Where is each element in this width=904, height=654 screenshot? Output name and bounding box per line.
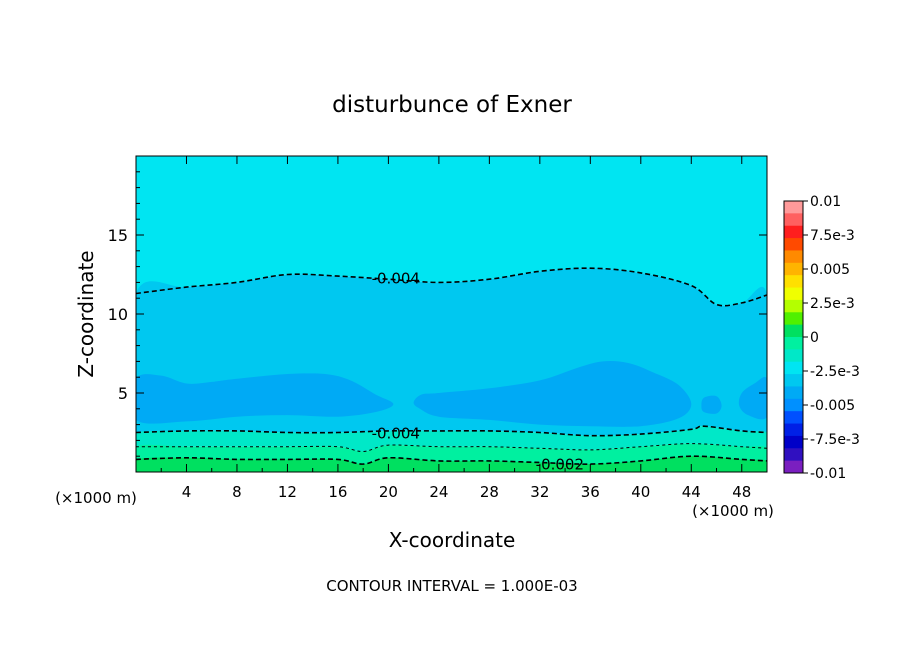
x-tick-label: 20 — [379, 483, 398, 501]
x-unit-left: (×1000 m) — [55, 489, 137, 507]
colorbar-frame — [783, 200, 804, 474]
x-tick-label: 36 — [581, 483, 600, 501]
x-axis-ticks: 4 8 12 16 20 24 28 32 36 40 44 48 — [160, 156, 751, 501]
x-tick-label: 32 — [530, 483, 549, 501]
colorbar-swatch — [784, 201, 803, 214]
contour-line-1 — [136, 425, 767, 437]
x-tick-label: 16 — [328, 483, 347, 501]
colorbar-swatch — [784, 312, 803, 326]
x-axis-label: X-coordinate — [389, 528, 516, 552]
colorbar-swatch — [784, 398, 803, 412]
colorbar-swatch — [784, 287, 803, 301]
y-tick-label: 5 — [118, 384, 128, 403]
contour-interval-text: CONTOUR INTERVAL = 1.000E-03 — [326, 577, 577, 595]
contour-fill-region-8 — [136, 456, 767, 472]
colorbar-swatch — [784, 411, 803, 425]
colorbar-tick-label: 0.005 — [810, 262, 850, 278]
contour-labels: -0.004 -0.004 -0.002 — [372, 270, 584, 474]
colorbar-swatch — [784, 213, 803, 227]
colorbar-tick-label: 0.01 — [810, 194, 841, 210]
colorbar-swatch — [784, 374, 803, 387]
x-tick-label: 44 — [682, 483, 701, 501]
colorbar-swatch — [784, 349, 803, 363]
colorbar-swatch — [784, 225, 803, 239]
y-tick-label: 10 — [108, 305, 128, 324]
colorbar — [784, 201, 803, 474]
colorbar-tick-label: -7.5e-3 — [810, 432, 860, 448]
contour-fill-region-3 — [413, 361, 692, 427]
x-tick-label: 8 — [232, 483, 242, 501]
contour-line-0 — [136, 267, 767, 307]
x-tick-label: 40 — [631, 483, 650, 501]
colorbar-swatch — [784, 435, 803, 449]
colorbar-tick-label: 7.5e-3 — [810, 228, 855, 244]
contour-label-1: -0.004 — [372, 425, 420, 443]
x-tick-label: 28 — [480, 483, 499, 501]
chart-title: disturbunce of Exner — [332, 92, 572, 118]
contour-line-2 — [136, 443, 767, 453]
colorbar-tick-label: -2.5e-3 — [810, 364, 860, 380]
colorbar-swatch — [784, 275, 803, 289]
contour-fill-region-2 — [136, 373, 394, 424]
x-tick-label: 24 — [429, 483, 448, 501]
x-tick-label: 12 — [278, 483, 297, 501]
contour-fills — [136, 156, 767, 472]
colorbar-tick-label: 2.5e-3 — [810, 296, 855, 312]
colorbar-swatch — [784, 460, 803, 474]
x-tick-label: 48 — [732, 483, 751, 501]
colorbar-swatch — [784, 361, 803, 375]
contour-lines — [136, 267, 767, 465]
contour-line-3 — [136, 455, 767, 465]
contour-fill-region-0 — [136, 156, 767, 308]
y-axis-label: Z-coordinate — [74, 250, 98, 377]
colorbar-tick-label: -0.01 — [810, 466, 846, 482]
colorbar-swatch — [784, 250, 803, 264]
colorbar-swatch — [784, 299, 803, 313]
y-tick-label: 15 — [108, 226, 128, 245]
contour-fill-region-6 — [136, 426, 767, 452]
colorbar-swatch — [784, 262, 803, 276]
colorbar-swatch — [784, 238, 803, 251]
colorbar-swatch — [784, 448, 803, 462]
colorbar-labels: 0.01 7.5e-3 0.005 2.5e-3 0 -2.5e-3 -0.005 -7.5e… — [803, 194, 860, 482]
x-tick-label: 4 — [182, 483, 192, 501]
y-axis-ticks: 5 10 15 — [108, 171, 767, 457]
colorbar-swatch — [784, 423, 803, 437]
colorbar-tick-label: 0 — [810, 330, 819, 346]
colorbar-swatch — [784, 324, 803, 338]
contour-label-0: -0.004 — [372, 270, 420, 288]
x-unit-right: (×1000 m) — [692, 502, 774, 520]
colorbar-swatch — [784, 386, 803, 400]
colorbar-swatch — [784, 337, 803, 350]
colorbar-tick-label: -0.005 — [810, 398, 855, 414]
contour-fill-region-5 — [738, 376, 767, 420]
contour-label-2: -0.002 — [536, 455, 584, 473]
contour-fill-region-4 — [701, 395, 722, 414]
